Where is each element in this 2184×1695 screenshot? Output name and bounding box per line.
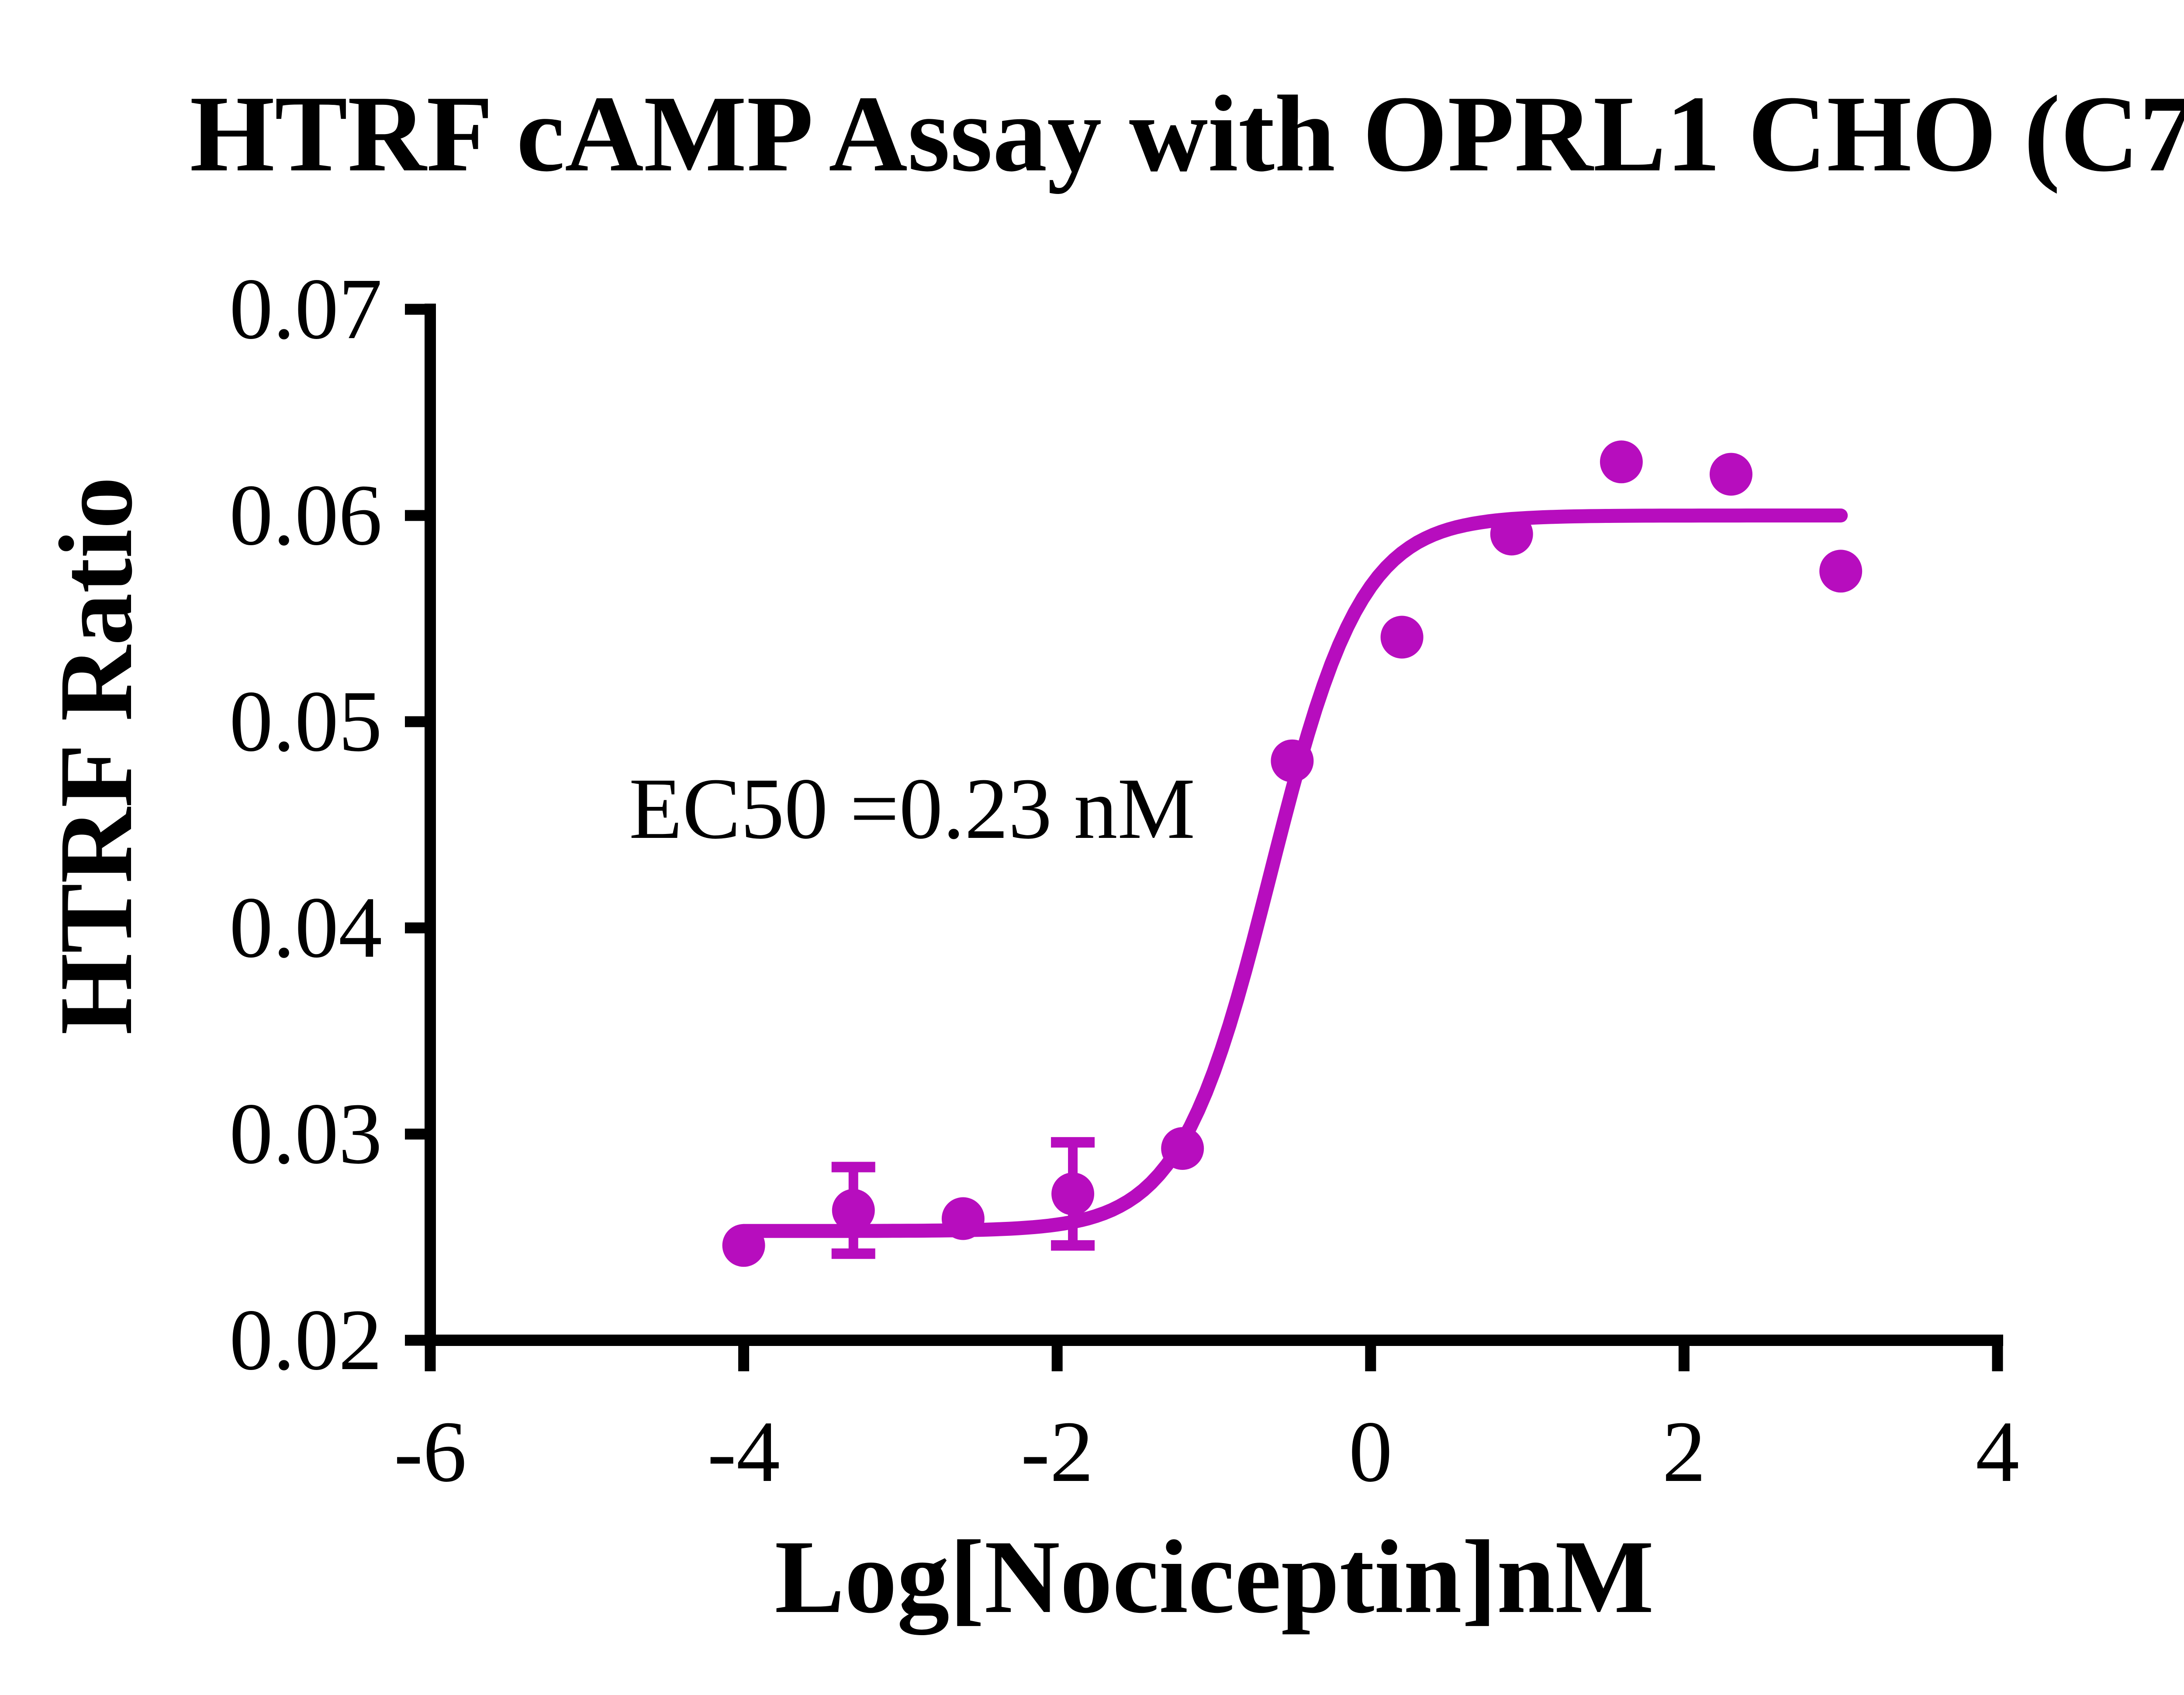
ec50-annotation: EC50 =0.23 nM: [629, 761, 1195, 857]
data-point: [1051, 1172, 1095, 1215]
data-point: [1600, 440, 1643, 484]
fit-curve: [736, 508, 1848, 1238]
data-series: [722, 440, 1863, 1267]
y-tick-label: 0.07: [229, 261, 382, 357]
data-point: [941, 1197, 985, 1240]
x-tick-label: -6: [394, 1404, 467, 1500]
y-axis-label: HTRF Ratio: [38, 477, 154, 1035]
data-point: [832, 1189, 875, 1232]
x-tick-label: 0: [1349, 1404, 1393, 1500]
y-tick-label: 0.04: [229, 879, 382, 976]
x-tick-label: 4: [1976, 1404, 2019, 1500]
data-point: [722, 1224, 765, 1267]
x-tick-label: -2: [1021, 1404, 1094, 1500]
y-tick-label: 0.03: [229, 1086, 382, 1182]
axes: 0.02 0.03 0.04 0.05 0.06 0.07 -6 -4 -2 0 2 4: [229, 261, 2019, 1500]
chart-title: HTRF cAMP Assay with OPRL1 CHO (C7): [190, 73, 2184, 194]
data-point: [1380, 616, 1424, 659]
x-axis-label: Log[Nociceptin]nM: [774, 1519, 1654, 1635]
x-tick-label: -4: [707, 1404, 780, 1500]
data-point: [1710, 453, 1752, 496]
y-tick-label: 0.06: [229, 467, 382, 564]
x-tick-label: 2: [1662, 1404, 1706, 1500]
data-point: [1161, 1127, 1204, 1170]
data-point: [1819, 550, 1863, 593]
y-tick-label: 0.02: [229, 1292, 382, 1388]
data-point: [1490, 512, 1533, 556]
y-tick-label: 0.05: [229, 673, 382, 770]
data-point: [1271, 739, 1314, 782]
